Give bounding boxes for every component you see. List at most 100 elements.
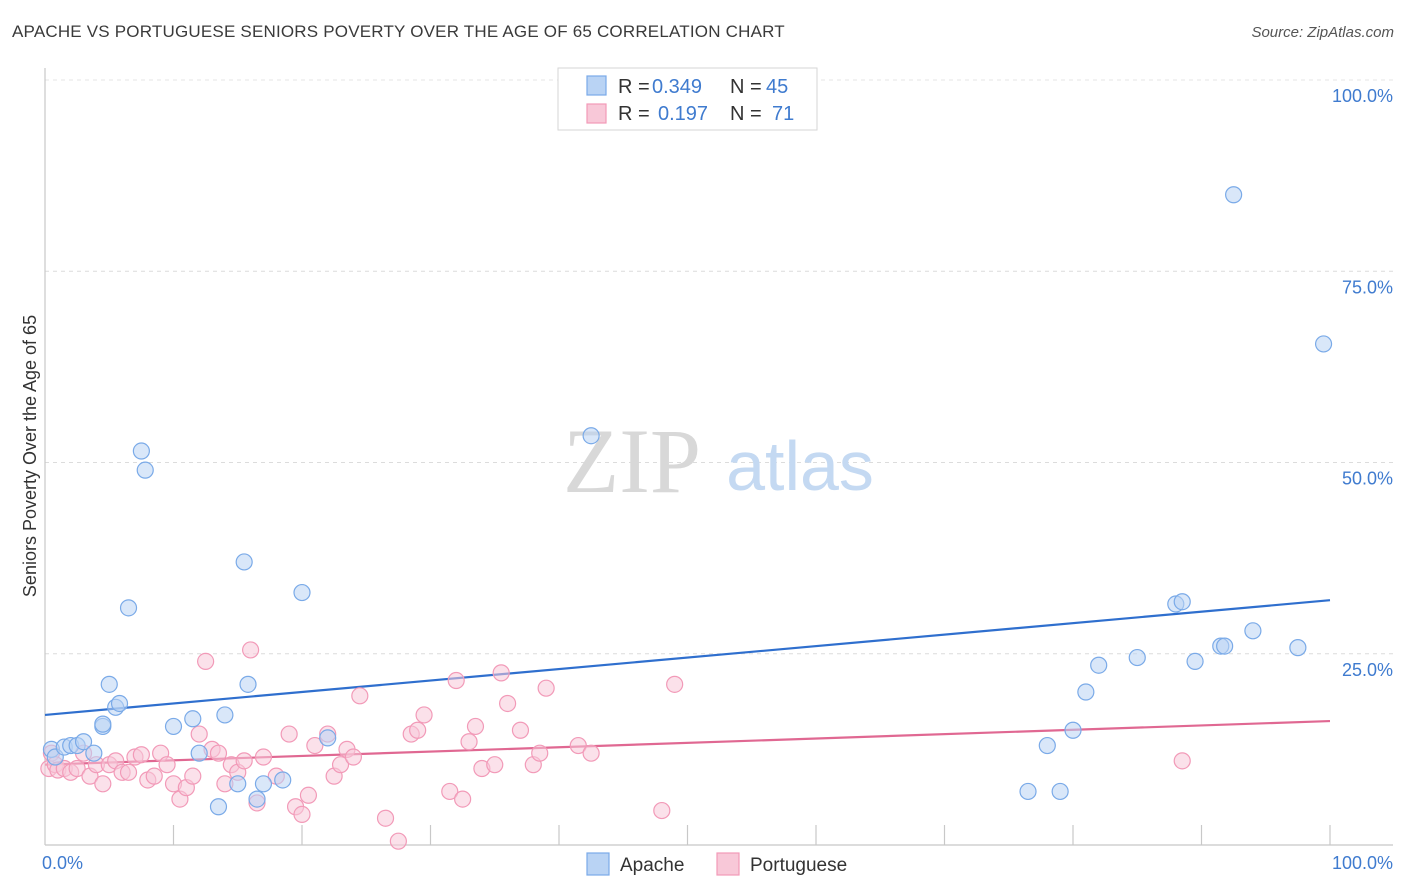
legend-swatch-apache bbox=[586, 75, 607, 96]
point-portuguese-46 bbox=[344, 748, 362, 766]
y-tick-label-1: 50.0% bbox=[1342, 469, 1393, 489]
point-portuguese-35 bbox=[254, 748, 273, 766]
trend-line-apache bbox=[44, 599, 1331, 717]
y-tick-labels: 25.0% 50.0% 75.0% 100.0% bbox=[1332, 86, 1393, 680]
point-apache-21 bbox=[235, 553, 253, 571]
point-portuguese-6 bbox=[68, 759, 86, 778]
point-portuguese-37 bbox=[280, 725, 298, 743]
point-portuguese-59 bbox=[486, 756, 504, 774]
point-apache-32 bbox=[1064, 721, 1082, 739]
point-portuguese-49 bbox=[389, 832, 407, 850]
chart-source: Source: ZipAtlas.com bbox=[1251, 24, 1394, 41]
point-apache-8 bbox=[94, 715, 112, 733]
point-portuguese-25 bbox=[190, 725, 208, 743]
point-portuguese-56 bbox=[460, 733, 478, 751]
legend-r-label-portuguese: R = bbox=[618, 103, 650, 125]
legend: R = 0.349 N = 45 R = 0.197 N = 71 bbox=[557, 67, 818, 131]
point-portuguese-26 bbox=[197, 652, 215, 671]
point-portuguese-33 bbox=[242, 641, 260, 659]
point-portuguese-61 bbox=[499, 694, 517, 713]
point-apache-38 bbox=[1186, 652, 1204, 671]
point-portuguese-14 bbox=[119, 763, 138, 781]
point-portuguese-54 bbox=[447, 671, 465, 690]
legend-swatch-portuguese bbox=[586, 103, 607, 124]
data-points bbox=[40, 186, 1333, 850]
point-apache-16 bbox=[184, 710, 202, 728]
legend-n-label-portuguese: N = bbox=[730, 103, 762, 125]
point-apache-18 bbox=[209, 798, 228, 816]
legend-n-value-portuguese: 71 bbox=[772, 103, 794, 125]
point-apache-14 bbox=[136, 461, 154, 479]
x-tick-label-min: 0.0% bbox=[42, 853, 83, 873]
point-apache-42 bbox=[1244, 622, 1262, 640]
point-portuguese-64 bbox=[531, 744, 549, 762]
legend-n-value-apache: 45 bbox=[766, 76, 788, 98]
point-apache-35 bbox=[1128, 648, 1146, 667]
point-apache-19 bbox=[216, 706, 234, 724]
point-portuguese-52 bbox=[415, 706, 433, 724]
legend-r-value-portuguese: 0.197 bbox=[658, 103, 708, 125]
watermark: ZIP atlas bbox=[563, 410, 874, 512]
point-apache-9 bbox=[100, 675, 118, 693]
x-tick-label-max: 100.0% bbox=[1332, 853, 1393, 873]
point-portuguese-62 bbox=[511, 721, 530, 739]
point-portuguese-65 bbox=[537, 679, 555, 697]
point-apache-28 bbox=[582, 427, 600, 445]
point-apache-22 bbox=[239, 675, 257, 693]
point-portuguese-57 bbox=[466, 717, 485, 736]
point-portuguese-10 bbox=[94, 775, 112, 793]
bottom-legend-apache: Apache bbox=[620, 855, 684, 876]
point-portuguese-40 bbox=[299, 786, 318, 804]
point-portuguese-55 bbox=[454, 790, 472, 808]
point-portuguese-53 bbox=[441, 782, 459, 801]
point-apache-24 bbox=[254, 775, 273, 793]
y-tick-label-0: 25.0% bbox=[1342, 660, 1393, 680]
y-axis-label: Seniors Poverty Over the Age of 65 bbox=[20, 315, 40, 597]
point-apache-37 bbox=[1173, 593, 1191, 611]
point-portuguese-60 bbox=[492, 664, 510, 682]
point-portuguese-48 bbox=[376, 809, 395, 827]
point-apache-12 bbox=[119, 599, 138, 617]
point-portuguese-39 bbox=[293, 805, 311, 824]
bottom-legend-swatch-portuguese bbox=[716, 852, 740, 876]
point-apache-34 bbox=[1090, 656, 1108, 674]
bottom-legend: Apache Portuguese bbox=[586, 852, 847, 876]
point-apache-27 bbox=[319, 729, 337, 747]
bottom-legend-portuguese: Portuguese bbox=[750, 855, 847, 876]
point-portuguese-24 bbox=[184, 767, 202, 785]
point-portuguese-18 bbox=[145, 767, 163, 785]
trend-lines bbox=[44, 599, 1331, 766]
point-apache-15 bbox=[164, 717, 183, 736]
point-apache-23 bbox=[248, 790, 266, 808]
point-portuguese-69 bbox=[666, 675, 684, 693]
point-apache-31 bbox=[1051, 782, 1069, 801]
point-apache-5 bbox=[74, 733, 93, 751]
point-apache-41 bbox=[1225, 186, 1243, 204]
y-tick-label-3: 100.0% bbox=[1332, 86, 1393, 106]
point-apache-25 bbox=[274, 771, 292, 789]
point-apache-26 bbox=[293, 583, 311, 602]
point-portuguese-32 bbox=[235, 752, 253, 770]
point-portuguese-44 bbox=[331, 756, 350, 774]
legend-r-label-apache: R = bbox=[618, 76, 650, 98]
bottom-legend-swatch-apache bbox=[586, 852, 610, 876]
axes bbox=[44, 68, 1393, 846]
point-portuguese-68 bbox=[653, 801, 671, 820]
point-apache-43 bbox=[1289, 639, 1307, 657]
point-apache-30 bbox=[1038, 736, 1056, 755]
point-apache-11 bbox=[110, 694, 129, 713]
point-portuguese-28 bbox=[209, 744, 228, 762]
legend-n-label-apache: N = bbox=[730, 76, 762, 98]
point-portuguese-47 bbox=[351, 687, 369, 705]
point-portuguese-67 bbox=[582, 744, 600, 762]
point-portuguese-66 bbox=[569, 736, 587, 755]
point-apache-6 bbox=[85, 744, 103, 762]
watermark-atlas: atlas bbox=[726, 427, 874, 505]
point-apache-33 bbox=[1077, 683, 1095, 701]
point-portuguese-41 bbox=[306, 736, 324, 755]
point-portuguese-70 bbox=[1173, 752, 1191, 770]
watermark-zip: ZIP bbox=[563, 410, 701, 512]
y-tick-label-2: 75.0% bbox=[1342, 277, 1393, 297]
point-portuguese-20 bbox=[158, 756, 176, 774]
